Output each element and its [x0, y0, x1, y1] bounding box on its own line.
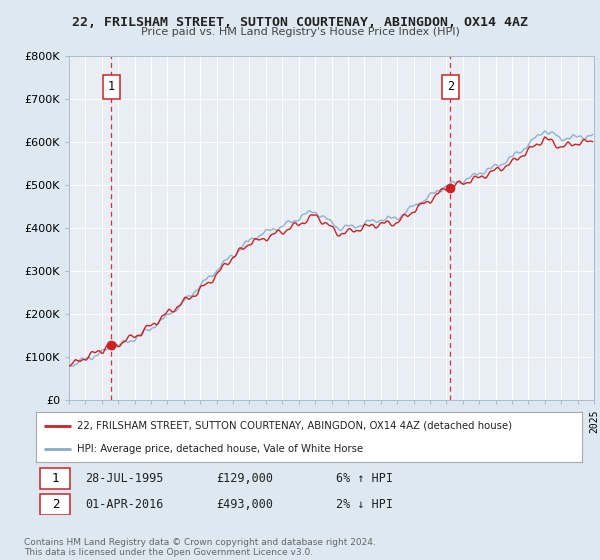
FancyBboxPatch shape [442, 75, 459, 99]
Text: 28-JUL-1995: 28-JUL-1995 [85, 473, 164, 486]
Text: £129,000: £129,000 [216, 473, 273, 486]
FancyBboxPatch shape [40, 493, 70, 515]
FancyBboxPatch shape [40, 468, 70, 489]
Text: 1: 1 [107, 81, 115, 94]
FancyBboxPatch shape [103, 75, 119, 99]
Text: 2: 2 [447, 81, 454, 94]
Text: 22, FRILSHAM STREET, SUTTON COURTENAY, ABINGDON, OX14 4AZ (detached house): 22, FRILSHAM STREET, SUTTON COURTENAY, A… [77, 421, 512, 431]
Text: £493,000: £493,000 [216, 498, 273, 511]
Text: 01-APR-2016: 01-APR-2016 [85, 498, 164, 511]
Text: 2: 2 [52, 498, 59, 511]
Text: 6% ↑ HPI: 6% ↑ HPI [337, 473, 394, 486]
Text: 2% ↓ HPI: 2% ↓ HPI [337, 498, 394, 511]
Text: Contains HM Land Registry data © Crown copyright and database right 2024.
This d: Contains HM Land Registry data © Crown c… [24, 538, 376, 557]
Text: Price paid vs. HM Land Registry's House Price Index (HPI): Price paid vs. HM Land Registry's House … [140, 27, 460, 37]
Text: 1: 1 [52, 473, 59, 486]
Text: HPI: Average price, detached house, Vale of White Horse: HPI: Average price, detached house, Vale… [77, 445, 363, 454]
Text: 22, FRILSHAM STREET, SUTTON COURTENAY, ABINGDON, OX14 4AZ: 22, FRILSHAM STREET, SUTTON COURTENAY, A… [72, 16, 528, 29]
